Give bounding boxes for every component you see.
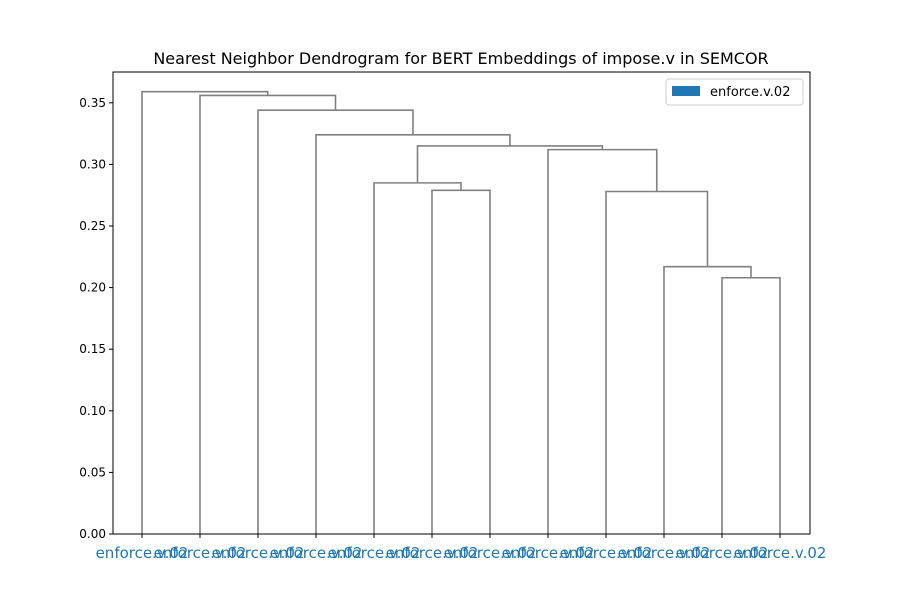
leaf-label: enforce.v.02 (560, 544, 653, 562)
leaf-label: enforce.v.02 (212, 544, 305, 562)
leaf-label: enforce.v.02 (502, 544, 595, 562)
y-tick-label: 0.15 (79, 342, 106, 356)
leaf-label: enforce.v.02 (734, 544, 827, 562)
leaf-label: enforce.v.02 (270, 544, 363, 562)
legend-label: enforce.v.02 (710, 85, 790, 100)
y-tick-label: 0.35 (79, 96, 106, 110)
legend: enforce.v.02 (665, 78, 804, 106)
dendrogram-link (663, 265, 752, 534)
dendrogram-link (315, 134, 511, 534)
plot-frame (112, 71, 811, 535)
leaf-label: enforce.v.02 (154, 544, 247, 562)
dendrogram-link (257, 109, 414, 534)
y-tick-label: 0.05 (79, 465, 106, 479)
y-tick-label: 0.00 (79, 527, 106, 541)
leaf-label: enforce.v.02 (328, 544, 421, 562)
leaf-label: enforce.v.02 (386, 544, 479, 562)
leaf-label: enforce.v.02 (676, 544, 769, 562)
leaf-label: enforce.v.02 (444, 544, 537, 562)
dendrogram-link (141, 90, 269, 534)
y-tick-label: 0.30 (79, 157, 106, 171)
dendrogram-link (605, 190, 709, 534)
dendrogram-link (547, 148, 658, 534)
y-tick-label: 0.20 (79, 281, 106, 295)
leaf-label: enforce.v.02 (96, 544, 189, 562)
y-tick-label: 0.25 (79, 219, 106, 233)
dendrogram-link (431, 189, 491, 534)
legend-box (665, 78, 804, 106)
leaf-label: enforce.v.02 (618, 544, 711, 562)
y-axis: 0.00 0.05 0.10 0.15 0.20 0.25 0.30 0.35 (79, 96, 113, 541)
y-tick-label: 0.10 (79, 404, 106, 418)
dendrogram-link (416, 145, 604, 183)
leaf-labels: enforce.v.02enforce.v.02enforce.v.02enfo… (96, 534, 827, 562)
dendrogram-link (373, 182, 462, 534)
dendrogram-link (721, 276, 781, 534)
dendrogram-links (141, 90, 781, 534)
chart-title: Nearest Neighbor Dendrogram for BERT Emb… (153, 49, 768, 68)
dendrogram-link (199, 94, 337, 534)
legend-swatch (672, 86, 700, 96)
